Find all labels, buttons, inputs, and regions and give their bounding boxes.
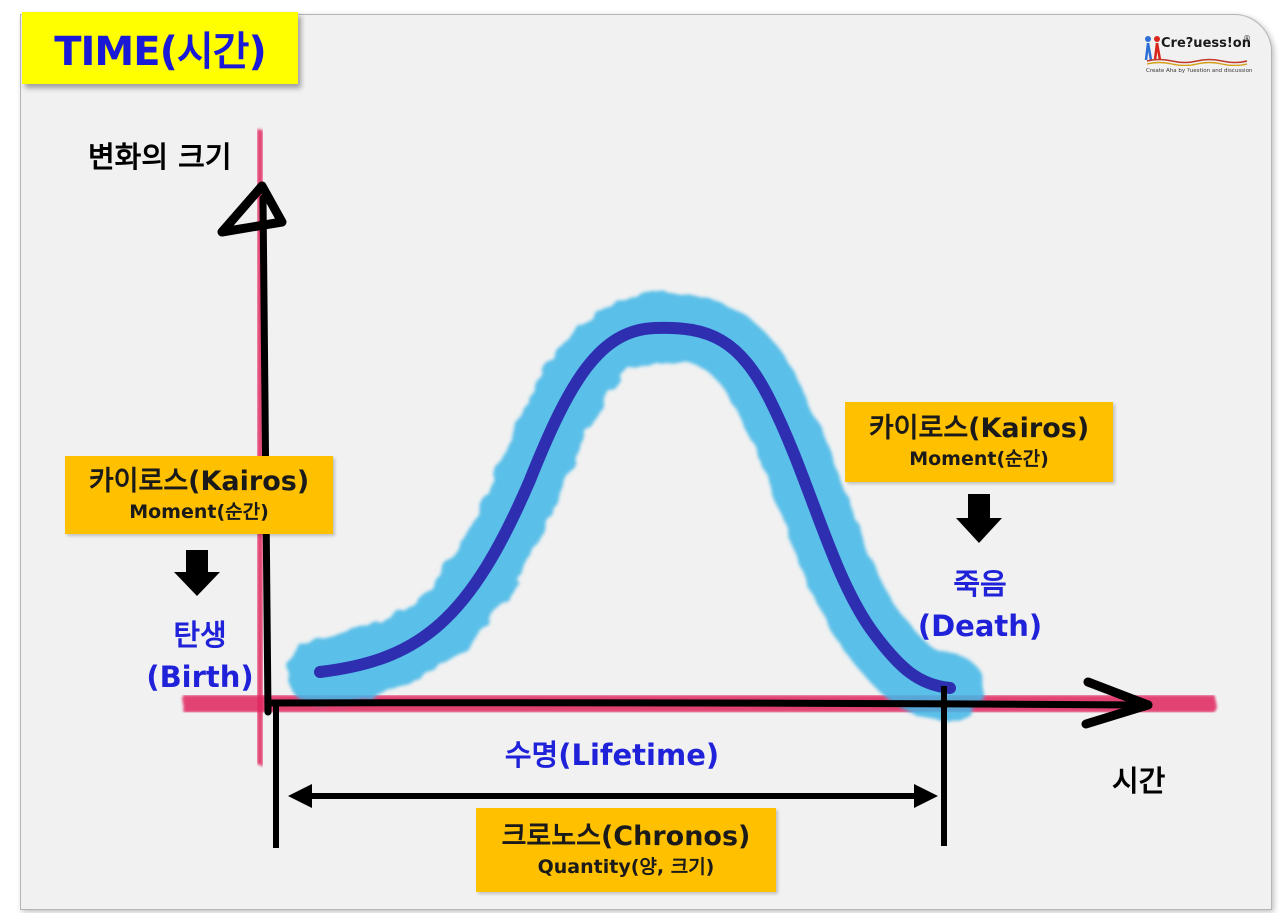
chronos-span-arrow-left — [288, 784, 312, 808]
y-axis-label: 변화의 크기 — [88, 140, 232, 174]
kairos-death-box: 카이로스(Kairos) Moment(순간) — [845, 402, 1113, 482]
kairos-death-subtitle: Moment(순간) — [909, 448, 1049, 470]
lifetime-curve — [314, 321, 956, 694]
kairos-birth-title: 카이로스(Kairos) — [88, 466, 310, 497]
death-label-ko: 죽음 — [953, 567, 1007, 601]
people-question-logo-icon — [1144, 36, 1162, 61]
brand-logo: Cre?uess!on ® Create Aha by ?uestion and… — [1143, 32, 1253, 82]
birth-down-arrow-icon — [174, 550, 220, 596]
birth-label: 탄생 (Birth) — [120, 614, 280, 698]
page-title: TIME(시간) — [54, 29, 266, 75]
lifetime-label: 수명(Lifetime) — [504, 738, 720, 772]
death-label: 죽음 (Death) — [900, 563, 1060, 647]
chronos-subtitle: Quantity(양, 크기) — [537, 856, 715, 878]
title-box: TIME(시간) — [22, 12, 298, 84]
y-axis-arrowhead — [217, 181, 287, 237]
logo-registered: ® — [1243, 34, 1251, 43]
kairos-birth-subtitle: Moment(순간) — [129, 501, 269, 523]
birth-label-en: (Birth) — [146, 660, 254, 694]
curve-highlight — [286, 293, 984, 722]
death-label-en: (Death) — [917, 609, 1043, 643]
x-axis-line — [264, 699, 1144, 709]
logo-wave-icon — [1147, 58, 1247, 66]
x-axis-label: 시간 — [1112, 764, 1166, 798]
chronos-span-arrow-right — [914, 784, 938, 808]
kairos-birth-box: 카이로스(Kairos) Moment(순간) — [65, 456, 333, 534]
y-axis-highlight — [214, 131, 306, 764]
y-axis-line — [259, 194, 272, 716]
kairos-death-title: 카이로스(Kairos) — [868, 413, 1090, 444]
chronos-box: 크로노스(Chronos) Quantity(양, 크기) — [476, 808, 776, 892]
birth-label-ko: 탄생 — [173, 618, 227, 652]
death-down-arrow-icon — [956, 494, 1002, 543]
logo-tagline: Create Aha by ?uestion and discussion — [1146, 68, 1253, 74]
x-axis-arrowhead — [1081, 677, 1153, 729]
logo-text: Cre?uess!on — [1161, 36, 1251, 51]
chronos-title: 크로노스(Chronos) — [501, 821, 751, 852]
